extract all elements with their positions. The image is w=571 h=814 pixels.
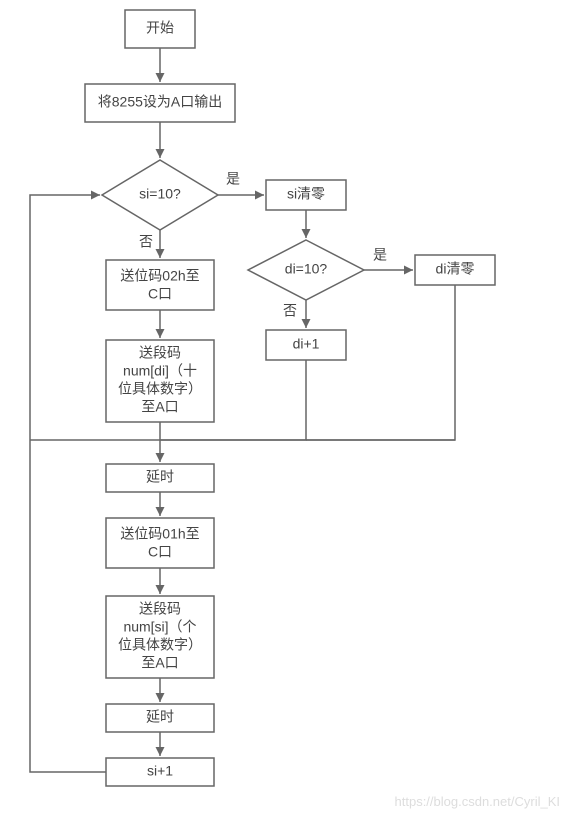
node-send01-l2: C口 xyxy=(148,544,172,560)
label-si-yes: 是 xyxy=(226,171,240,187)
node-seg-si-l1: 送段码 xyxy=(139,601,181,617)
node-seg-di-l3: 位具体数字） xyxy=(118,381,202,397)
node-seg-di-l2: num[di]（十 xyxy=(123,363,197,379)
node-si-inc-label: si+1 xyxy=(147,763,173,779)
node-init-label: 将8255设为A口输出 xyxy=(98,94,222,110)
label-si-no: 否 xyxy=(139,234,153,250)
node-send02-l1: 送位码02h至 xyxy=(120,268,199,284)
node-seg-si-l2: num[si]（个 xyxy=(123,619,196,635)
node-delay1-label: 延时 xyxy=(146,469,174,485)
node-seg-di-l1: 送段码 xyxy=(139,345,181,361)
node-di-clear-label: di清零 xyxy=(436,261,475,277)
label-di-no: 否 xyxy=(283,303,297,319)
edge-loop-back xyxy=(30,195,106,772)
node-seg-di-l4: 至A口 xyxy=(141,399,178,415)
node-delay2-label: 延时 xyxy=(146,709,174,725)
label-di-yes: 是 xyxy=(373,247,387,263)
node-dec-di-label: di=10? xyxy=(285,261,328,277)
watermark: https://blog.csdn.net/Cyril_KI xyxy=(395,794,560,809)
edge-diclear-join xyxy=(306,285,455,440)
node-di-inc-label: di+1 xyxy=(293,336,320,352)
node-seg-si-l4: 至A口 xyxy=(141,655,178,671)
node-start-label: 开始 xyxy=(146,20,174,36)
node-send01-l1: 送位码01h至 xyxy=(120,526,199,542)
node-si-clear-label: si清零 xyxy=(287,186,325,202)
node-send02-l2: C口 xyxy=(148,286,172,302)
node-seg-si-l3: 位具体数字） xyxy=(118,637,202,653)
node-dec-si-label: si=10? xyxy=(139,186,181,202)
